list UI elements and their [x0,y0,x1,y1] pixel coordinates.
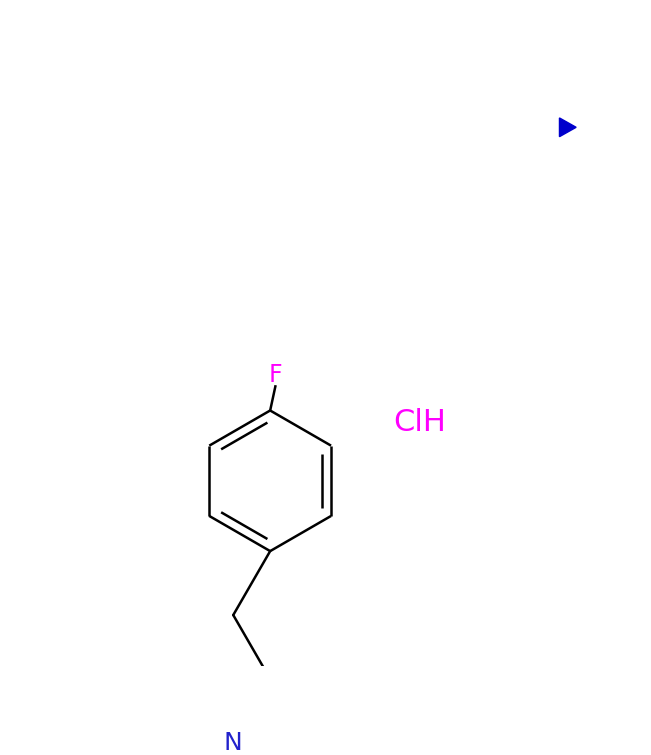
Text: ClH: ClH [393,408,447,436]
Polygon shape [559,118,576,137]
Text: F: F [269,362,282,387]
Text: N: N [224,731,243,755]
